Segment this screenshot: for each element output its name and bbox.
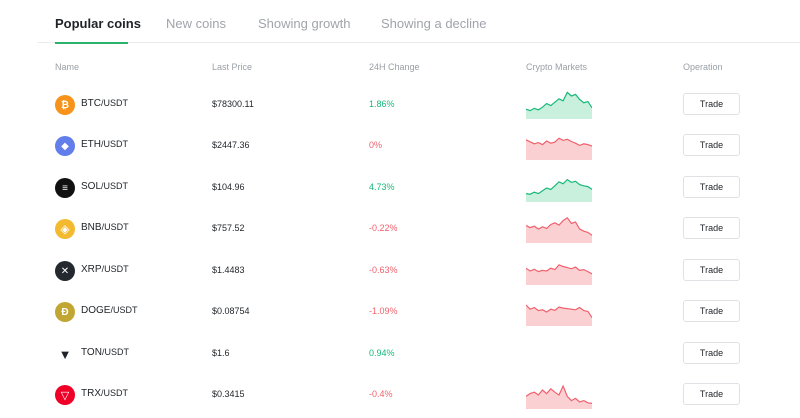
sparkline-chart	[526, 264, 592, 285]
quote-currency: /USDT	[101, 347, 129, 357]
sparkline-line	[526, 91, 592, 112]
change-24h: 0.94%	[369, 348, 395, 358]
quote-currency: /USDT	[101, 388, 128, 398]
change-24h: 1.86%	[369, 99, 395, 109]
quote-currency: /USDT	[101, 222, 129, 232]
solana-icon: ≡	[55, 178, 75, 198]
coin-pair[interactable]: BNB/USDT	[81, 222, 129, 233]
trade-button[interactable]: Trade	[683, 300, 740, 322]
coin-symbol: SOL	[81, 181, 102, 192]
sparkline-chart	[526, 137, 592, 160]
active-tab-indicator	[55, 42, 128, 44]
coin-pair[interactable]: TON/USDT	[81, 347, 129, 358]
sparkline-area	[526, 217, 592, 243]
coin-symbol: ETH	[81, 139, 101, 150]
sparkline-line	[526, 384, 592, 404]
change-24h: -1.09%	[369, 306, 398, 316]
coin-pair[interactable]: SOL/USDT	[81, 181, 128, 192]
column-header-name: Name	[55, 62, 80, 72]
sparkline-area	[526, 264, 592, 285]
coin-pair[interactable]: ETH/USDT	[81, 139, 128, 150]
sparkline-line	[526, 137, 592, 147]
last-price: $1.6	[212, 348, 230, 358]
change-24h: -0.22%	[369, 223, 398, 233]
change-24h: -0.63%	[369, 265, 398, 275]
table-row[interactable]: ✕ XRP/USDT $1.4483 -0.63% Trade	[0, 250, 800, 291]
sparkline-line	[526, 264, 592, 275]
coin-pair[interactable]: BTC/USDT	[81, 98, 128, 109]
sparkline-line	[526, 216, 592, 236]
bitcoin-icon: ₿	[55, 95, 75, 115]
tabs-divider	[37, 42, 800, 43]
sparkline-chart	[526, 91, 592, 119]
sparkline-chart	[526, 384, 592, 409]
coin-symbol: BTC	[81, 98, 101, 109]
trade-button[interactable]: Trade	[683, 93, 740, 115]
quote-currency: /USDT	[101, 139, 128, 149]
coin-pair[interactable]: DOGE/USDT	[81, 305, 137, 316]
table-row[interactable]: Ð DOGE/USDT $0.08754 -1.09% Trade	[0, 291, 800, 332]
coin-pair[interactable]: TRX/USDT	[81, 388, 128, 399]
trade-button[interactable]: Trade	[683, 342, 740, 364]
column-header-markets: Crypto Markets	[526, 62, 588, 72]
table-header: Name Last Price 24H Change Crypto Market…	[0, 62, 800, 76]
last-price: $757.52	[212, 223, 245, 233]
coin-symbol: DOGE	[81, 305, 111, 316]
dogecoin-icon: Ð	[55, 302, 75, 322]
trade-button[interactable]: Trade	[683, 259, 740, 281]
trade-button[interactable]: Trade	[683, 217, 740, 239]
last-price: $0.3415	[212, 389, 245, 399]
table-row[interactable]: ◈ BNB/USDT $757.52 -0.22% Trade	[0, 208, 800, 249]
tron-icon: ▽	[55, 385, 75, 405]
table-row[interactable]: ▼ TON/USDT $1.6 0.94% Trade	[0, 333, 800, 374]
change-24h: -0.4%	[369, 389, 393, 399]
quote-currency: /USDT	[101, 98, 128, 108]
coin-symbol: TON	[81, 347, 102, 358]
coin-symbol: TRX	[81, 388, 101, 399]
table-row[interactable]: ▽ TRX/USDT $0.3415 -0.4% Trade	[0, 374, 800, 415]
quote-currency: /USDT	[110, 305, 138, 315]
sparkline-area	[526, 179, 592, 202]
tab-showing-growth[interactable]: Showing growth	[258, 16, 351, 31]
market-tabs: Popular coins New coins Showing growth S…	[0, 0, 800, 44]
change-24h: 4.73%	[369, 182, 395, 192]
change-24h: 0%	[369, 140, 383, 150]
column-header-change: 24H Change	[369, 62, 420, 72]
sparkline-chart	[526, 178, 592, 202]
quote-currency: /USDT	[101, 264, 129, 274]
last-price: $2447.36	[212, 140, 250, 150]
ton-icon: ▼	[55, 344, 75, 364]
last-price: $1.4483	[212, 265, 245, 275]
trade-button[interactable]: Trade	[683, 383, 740, 405]
sparkline-area	[526, 386, 592, 409]
last-price: $0.08754	[212, 306, 250, 316]
last-price: $104.96	[212, 182, 245, 192]
sparkline-chart	[526, 304, 592, 326]
table-row[interactable]: ₿ BTC/USDT $78300.11 1.86% Trade	[0, 84, 800, 125]
trade-button[interactable]: Trade	[683, 176, 740, 198]
coin-symbol: XRP	[81, 264, 102, 275]
sparkline-area	[526, 92, 592, 119]
tab-new-coins[interactable]: New coins	[166, 16, 226, 31]
quote-currency: /USDT	[101, 181, 129, 191]
bnb-icon: ◈	[55, 219, 75, 239]
table-row[interactable]: ≡ SOL/USDT $104.96 4.73% Trade	[0, 167, 800, 208]
coin-symbol: BNB	[81, 222, 102, 233]
table-row[interactable]: ◆ ETH/USDT $2447.36 0% Trade	[0, 125, 800, 166]
sparkline-line	[526, 304, 592, 318]
sparkline-chart	[526, 338, 592, 368]
column-header-last-price: Last Price	[212, 62, 253, 72]
xrp-icon: ✕	[55, 261, 75, 281]
tab-popular-coins[interactable]: Popular coins	[55, 16, 141, 31]
last-price: $78300.11	[212, 99, 254, 109]
sparkline-area	[526, 138, 592, 160]
column-header-operation: Operation	[683, 62, 723, 72]
sparkline-chart	[526, 216, 592, 243]
tab-showing-decline[interactable]: Showing a decline	[381, 16, 487, 31]
trade-button[interactable]: Trade	[683, 134, 740, 156]
ethereum-icon: ◆	[55, 136, 75, 156]
coin-pair[interactable]: XRP/USDT	[81, 264, 129, 275]
sparkline-line	[526, 178, 592, 195]
